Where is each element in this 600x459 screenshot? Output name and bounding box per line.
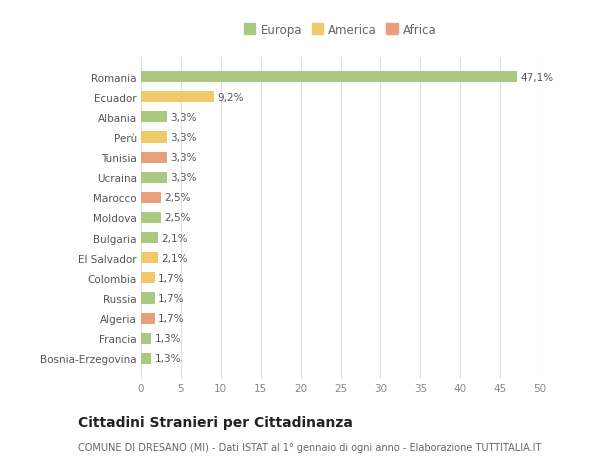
Text: 3,3%: 3,3% [170, 133, 197, 143]
Text: 3,3%: 3,3% [170, 153, 197, 163]
Bar [141, 192, 161, 203]
Bar [141, 333, 151, 344]
Bar [141, 273, 155, 284]
Text: 1,7%: 1,7% [158, 293, 184, 303]
Text: 1,3%: 1,3% [155, 334, 181, 343]
Text: 2,1%: 2,1% [161, 253, 187, 263]
Text: 3,3%: 3,3% [170, 112, 197, 123]
Text: 1,3%: 1,3% [155, 353, 181, 364]
Bar [141, 72, 517, 83]
Bar [141, 252, 158, 264]
Bar [141, 213, 161, 224]
Text: 9,2%: 9,2% [218, 93, 244, 102]
Text: 1,7%: 1,7% [158, 313, 184, 324]
Bar [141, 172, 167, 184]
Bar [141, 132, 167, 143]
Bar [141, 152, 167, 163]
Text: 2,5%: 2,5% [164, 193, 191, 203]
Text: 3,3%: 3,3% [170, 173, 197, 183]
Bar [141, 233, 158, 244]
Bar [141, 92, 214, 103]
Text: 1,7%: 1,7% [158, 273, 184, 283]
Text: 47,1%: 47,1% [520, 73, 553, 83]
Bar [141, 313, 155, 324]
Bar [141, 353, 151, 364]
Text: 2,1%: 2,1% [161, 233, 187, 243]
Text: 2,5%: 2,5% [164, 213, 191, 223]
Legend: Europa, America, Africa: Europa, America, Africa [242, 22, 439, 39]
Text: COMUNE DI DRESANO (MI) - Dati ISTAT al 1° gennaio di ogni anno - Elaborazione TU: COMUNE DI DRESANO (MI) - Dati ISTAT al 1… [78, 442, 541, 452]
Bar [141, 293, 155, 304]
Text: Cittadini Stranieri per Cittadinanza: Cittadini Stranieri per Cittadinanza [78, 415, 353, 429]
Bar [141, 112, 167, 123]
